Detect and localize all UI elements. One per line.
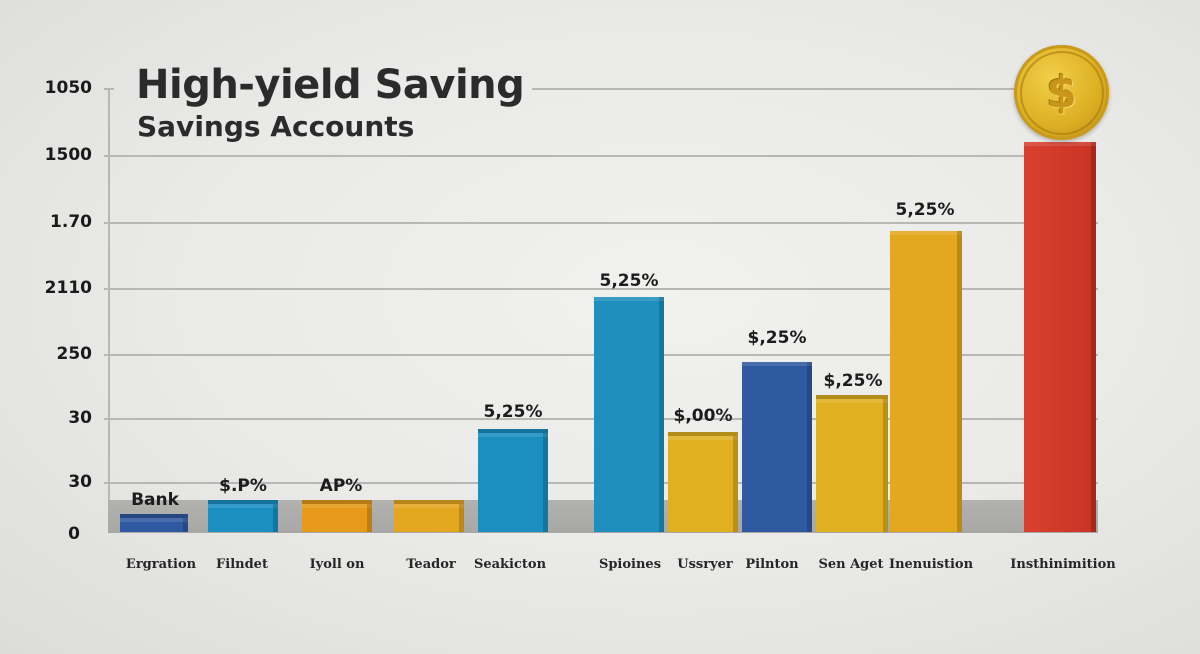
y-tick-label: 2110 [44, 278, 92, 298]
dollar-coin-icon: $ [1014, 45, 1109, 140]
value-label: Bank [131, 490, 179, 510]
gridline [532, 88, 1022, 90]
x-label: Inenuistion [888, 557, 974, 572]
x-label: Filndet [216, 557, 268, 572]
bar-spioines [594, 297, 664, 532]
value-label: 5,25% [483, 402, 543, 422]
bar-sen-aget [816, 395, 888, 532]
value-label: $.P% [219, 476, 267, 496]
y-tick-label: 1050 [44, 78, 92, 98]
value-label: 5,25% [599, 271, 659, 291]
value-label: 5,25% [895, 200, 955, 220]
dollar-sign: $ [1019, 50, 1104, 135]
bar-iyoll-on [302, 500, 372, 532]
bar-ussryer [668, 432, 738, 532]
x-label: Spioines [598, 557, 662, 572]
gridline [104, 288, 1098, 290]
x-label: Ussryer [677, 557, 733, 572]
chart-title: High-yield Saving [136, 62, 525, 108]
y-axis-line [108, 88, 110, 500]
bar-ergration [120, 514, 188, 532]
x-label: Pilnton [745, 557, 799, 572]
value-label: $,25% [747, 328, 807, 348]
gridline [104, 155, 1024, 157]
chart-subtitle: Savings Accounts [137, 110, 415, 143]
y-tick-label: 1.70 [50, 212, 92, 232]
x-label: Seakicton [473, 557, 547, 572]
x-label: Insthinimition [1010, 557, 1116, 572]
x-label: Ergration [125, 557, 197, 572]
bar-pilnton [742, 362, 812, 532]
bar-insthinimition [1024, 142, 1096, 532]
x-label: Teador [406, 557, 456, 572]
x-label: Iyoll on [309, 557, 365, 572]
y-tick-label: 30 [68, 472, 92, 492]
bar-teador [394, 500, 464, 532]
x-label: Sen Aget [818, 557, 884, 572]
y-tick-label: 30 [68, 408, 92, 428]
value-label: $,00% [673, 406, 733, 426]
y-tick-label: 0 [68, 524, 80, 544]
y-tick-label: 1500 [44, 145, 92, 165]
bar-seakicton [478, 429, 548, 532]
y-tick-label: 250 [56, 344, 93, 364]
value-label: $,25% [823, 371, 883, 391]
bar-inenuistion [890, 231, 962, 532]
value-label: AP% [319, 476, 363, 496]
gridline [104, 222, 1098, 224]
bar-filndet [208, 500, 278, 532]
